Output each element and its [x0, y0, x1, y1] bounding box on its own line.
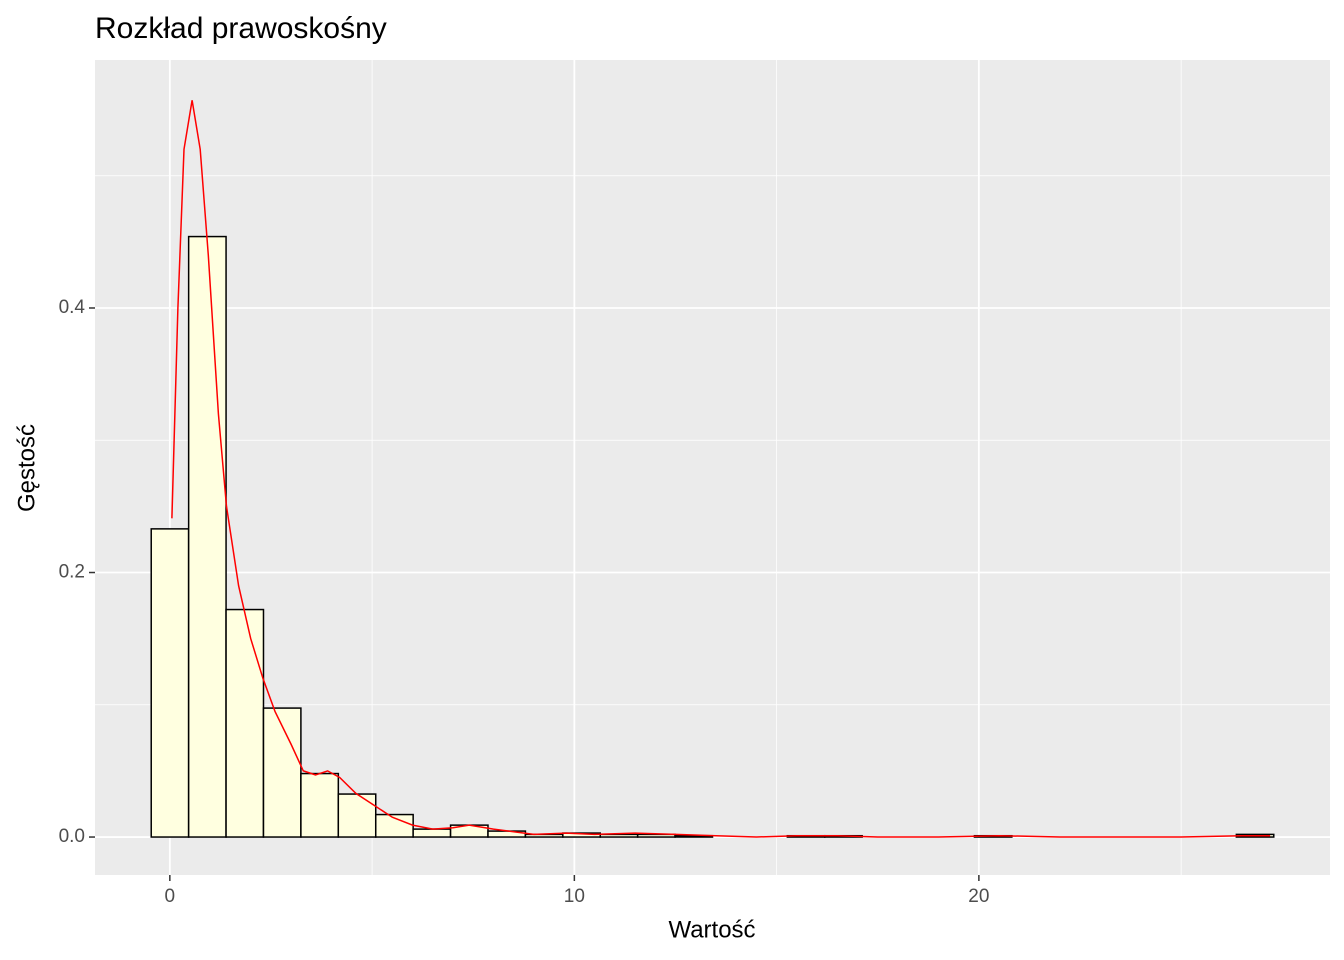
bar: [262, 707, 302, 838]
y-tick-label: 0.0: [59, 826, 85, 847]
bar: [187, 235, 227, 838]
y-axis-label: Gęstość: [13, 424, 40, 512]
bar: [150, 528, 190, 838]
x-axis-label: Wartość: [668, 916, 755, 943]
chart-title: Rozkład prawoskośny: [95, 12, 387, 45]
x-tick-label: 20: [968, 886, 989, 907]
x-tick-label: 10: [564, 886, 585, 907]
bar: [412, 828, 452, 838]
density-line: [171, 100, 1271, 838]
y-tick-label: 0.4: [59, 297, 86, 318]
y-tick-label: 0.2: [59, 562, 85, 583]
x-tick-label: 0: [165, 886, 176, 907]
bar: [300, 772, 340, 838]
bar: [599, 833, 639, 838]
bar: [524, 833, 564, 838]
bar: [225, 608, 265, 838]
bar: [337, 793, 377, 838]
